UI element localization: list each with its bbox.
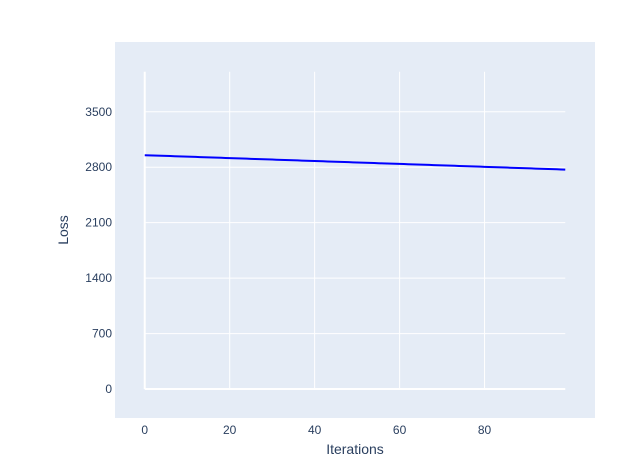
- y-axis-title: Loss: [55, 215, 71, 245]
- y-tick-label: 700: [92, 327, 112, 341]
- y-tick-label: 3500: [85, 105, 112, 119]
- loss-line: [144, 154, 566, 171]
- x-tick-label: 40: [308, 423, 322, 437]
- x-axis-title: Iterations: [326, 441, 384, 457]
- x-tick-label: 60: [393, 423, 407, 437]
- x-tick-label: 20: [223, 423, 237, 437]
- y-tick-label: 2800: [85, 160, 112, 174]
- x-tick-label: 0: [141, 423, 148, 437]
- y-tick-label: 0: [105, 382, 112, 396]
- tick-labels: 0 20 40 60 80 0 700 1400 2100 2800 3500: [85, 105, 491, 437]
- x-tick-label: 80: [478, 423, 492, 437]
- y-tick-label: 2100: [85, 216, 112, 230]
- plot-background: [115, 42, 595, 418]
- y-tick-label: 1400: [85, 271, 112, 285]
